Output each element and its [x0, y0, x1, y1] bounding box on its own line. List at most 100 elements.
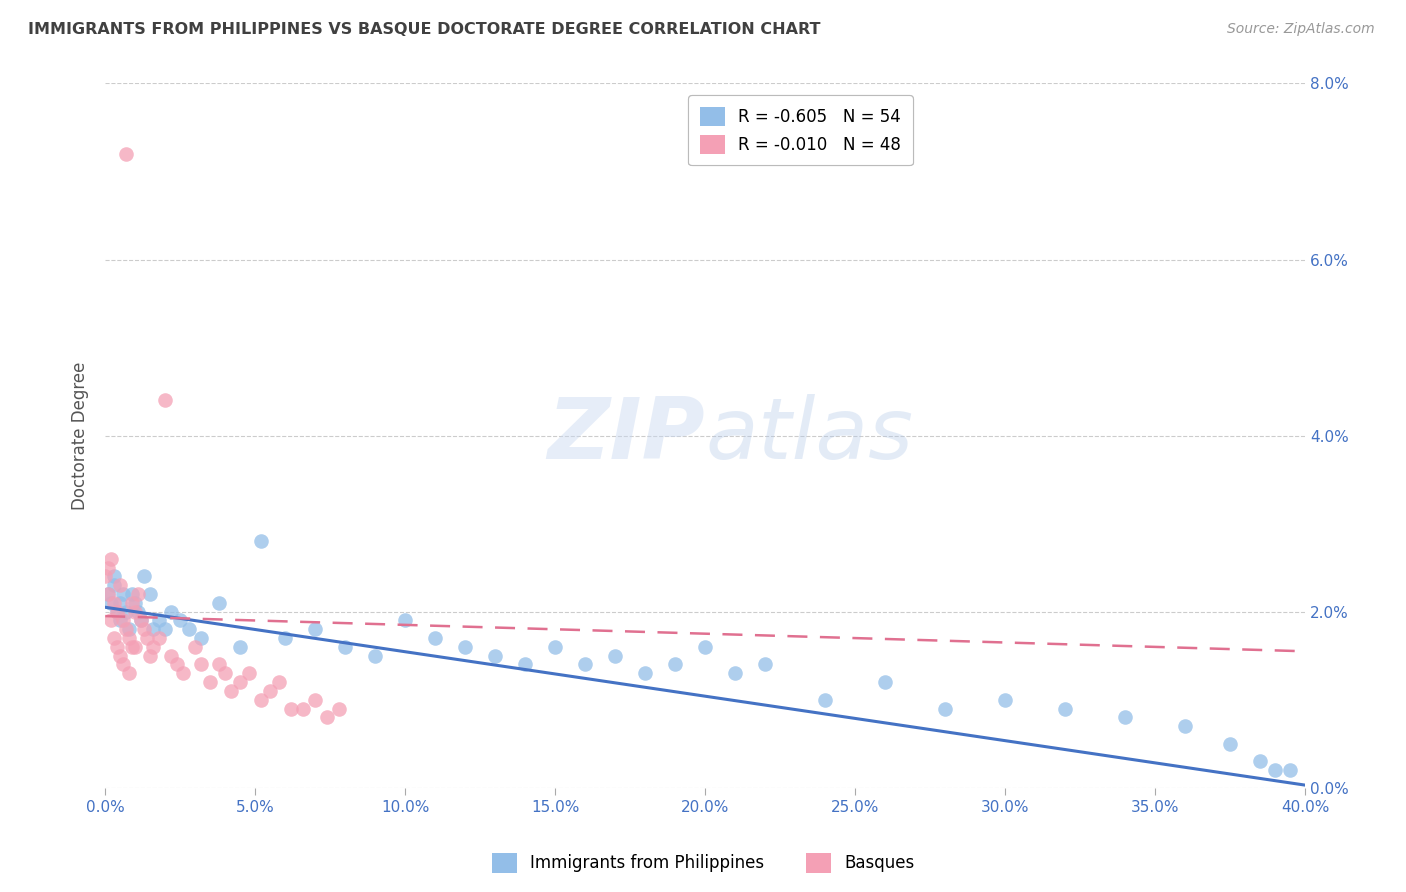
Point [108, 578, 131, 592]
Point [166, 657, 188, 672]
Point [118, 622, 141, 636]
Point [115, 147, 138, 161]
Point [124, 605, 146, 619]
Point [184, 640, 207, 654]
Point [394, 614, 416, 628]
Point [1054, 701, 1077, 715]
Point [97, 560, 120, 574]
Point [238, 666, 260, 681]
Point [169, 614, 191, 628]
Point [454, 640, 477, 654]
Point [155, 622, 177, 636]
Point [1249, 755, 1271, 769]
Point [134, 622, 156, 636]
Point [316, 710, 339, 724]
Point [108, 596, 131, 610]
Point [97, 587, 120, 601]
Point [695, 640, 717, 654]
Point [115, 622, 138, 636]
Text: IMMIGRANTS FROM PHILIPPINES VS BASQUE DOCTORATE DEGREE CORRELATION CHART: IMMIGRANTS FROM PHILIPPINES VS BASQUE DO… [28, 22, 821, 37]
Point [103, 569, 125, 583]
Point [605, 648, 627, 663]
Point [155, 393, 177, 408]
Point [875, 675, 897, 690]
Point [124, 596, 146, 610]
Point [214, 666, 236, 681]
Point [754, 657, 776, 672]
Legend: R = -0.605   N = 54, R = -0.010   N = 48: R = -0.605 N = 54, R = -0.010 N = 48 [689, 95, 912, 165]
Point [274, 631, 297, 645]
Point [1279, 763, 1302, 777]
Point [148, 614, 170, 628]
Point [634, 666, 657, 681]
Point [105, 640, 128, 654]
Point [335, 640, 357, 654]
Point [108, 648, 131, 663]
Point [148, 631, 170, 645]
Point [190, 631, 212, 645]
Text: atlas: atlas [706, 394, 912, 477]
Point [219, 684, 242, 698]
Point [142, 640, 165, 654]
Point [425, 631, 447, 645]
Point [190, 657, 212, 672]
Point [1219, 737, 1241, 751]
Point [94, 569, 117, 583]
Point [1264, 763, 1286, 777]
Point [1114, 710, 1136, 724]
Point [100, 614, 122, 628]
Point [103, 596, 125, 610]
Point [103, 578, 125, 592]
Point [994, 692, 1017, 706]
Point [484, 648, 506, 663]
Point [112, 657, 135, 672]
Point [172, 666, 194, 681]
Point [139, 587, 162, 601]
Point [544, 640, 567, 654]
Point [112, 614, 135, 628]
Point [574, 657, 596, 672]
Point [250, 534, 273, 549]
Point [121, 640, 143, 654]
Point [179, 622, 201, 636]
Point [280, 701, 302, 715]
Point [100, 596, 122, 610]
Point [664, 657, 686, 672]
Y-axis label: Doctorate Degree: Doctorate Degree [72, 361, 89, 510]
Point [112, 587, 135, 601]
Point [136, 631, 159, 645]
Point [118, 666, 141, 681]
Point [108, 614, 131, 628]
Point [97, 587, 120, 601]
Point [200, 675, 222, 690]
Point [160, 648, 183, 663]
Point [103, 631, 125, 645]
Point [304, 692, 326, 706]
Point [250, 692, 273, 706]
Point [105, 605, 128, 619]
Point [934, 701, 956, 715]
Point [229, 675, 252, 690]
Point [129, 614, 152, 628]
Point [328, 701, 350, 715]
Point [121, 596, 143, 610]
Point [121, 587, 143, 601]
Point [208, 657, 231, 672]
Point [139, 648, 162, 663]
Point [100, 552, 122, 566]
Point [127, 605, 149, 619]
Text: ZIP: ZIP [547, 394, 706, 477]
Point [142, 622, 165, 636]
Point [724, 666, 747, 681]
Point [515, 657, 537, 672]
Point [304, 622, 326, 636]
Point [160, 605, 183, 619]
Point [105, 605, 128, 619]
Point [364, 648, 387, 663]
Point [814, 692, 837, 706]
Point [134, 569, 156, 583]
Point [1174, 719, 1197, 733]
Point [118, 631, 141, 645]
Point [127, 587, 149, 601]
Point [129, 614, 152, 628]
